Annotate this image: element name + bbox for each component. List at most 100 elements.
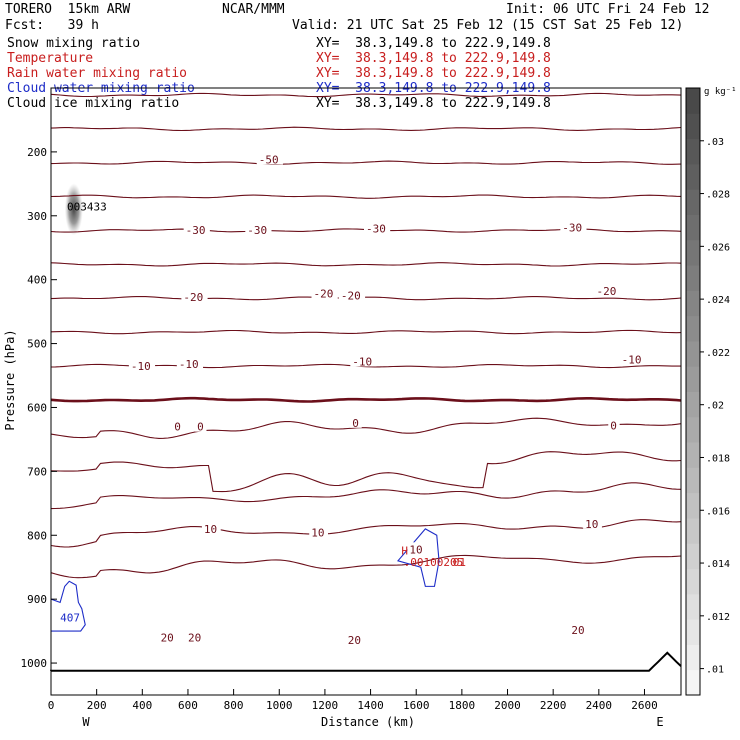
isotherm-label-bg [245,222,272,235]
isotherm-label-bg [181,289,208,302]
isotherm-label-10: -10 [179,358,199,371]
isotherm-label-bg [619,352,646,365]
isotherm-label-7: -20 [341,290,361,303]
y-axis-label: Pressure (hPa) [3,329,17,430]
x-tick-label-1800: 1800 [449,699,476,712]
isotherm-label-24: 20 [571,624,584,637]
colorbar-band [686,163,700,190]
east-label: E [656,715,663,729]
isotherm-label-bg [311,286,338,299]
isotherm-label-bg [195,419,207,432]
colorbar-band [686,239,700,266]
colorbar-tick-label: .012 [706,612,730,623]
colorbar-band [686,644,700,671]
colorbar-tick-label: .026 [706,242,730,253]
isotherm-label-19: 10 [409,543,422,556]
x-tick-label-200: 200 [87,699,107,712]
isotherm-label-bg [185,630,205,643]
isotherm-label-bg [364,221,391,234]
colorbar-band [686,593,700,620]
init-time: Init: 06 UTC Fri 24 Feb 12 [506,2,710,17]
isotherm-m5 [50,363,681,369]
y-tick-label-900: 900 [27,593,47,606]
y-tick-label-600: 600 [27,401,47,414]
isotherm-label-bg [560,220,587,233]
colorbar-band [686,543,700,570]
terrain-line [50,651,682,672]
field-xy-cloud-ice: XY= 38.3,149.8 to 222.9,149.8 [316,96,551,111]
isotherm-label-bg [201,521,221,534]
isotherm-label-5: -20 [183,291,203,304]
isotherm-label-bg [407,542,427,555]
colorbar-band [686,416,700,443]
colorbar-band [686,467,700,494]
isotherm-label-15: 0 [352,417,359,430]
isotherm-label-4: -30 [562,221,582,234]
isotherm-label-23: 20 [348,634,361,647]
isotherm-label-9: -10 [131,360,151,373]
isotherm-label-bg [350,415,362,428]
west-label: W [82,715,90,729]
colorbar-band [686,113,700,140]
isotherm-5 [50,417,682,439]
isotherm-label-bg [608,418,620,431]
isotherm-label-1: -30 [186,224,206,237]
field-name-cloud-water: Cloud water mixing ratio [7,81,195,96]
x-tick-label-0: 0 [48,699,55,712]
isotherm-label-bg [183,222,210,235]
colorbar-tick-label: .02 [706,401,724,412]
isotherm-label-16: 0 [610,419,617,432]
annotation-1: 407 [60,612,80,625]
y-tick-label-300: 300 [27,210,47,223]
valid-time: Valid: 21 UTC Sat 25 Feb 12 (15 CST Sat … [292,18,684,33]
isotherm-label-bg [350,354,377,367]
colorbar-tick-label: .014 [706,559,730,570]
colorbar-band [686,88,700,114]
isotherm-label-8: -20 [597,285,617,298]
colorbar-tick-label: .022 [706,348,730,359]
field-xy-rain: XY= 38.3,149.8 to 222.9,149.8 [316,66,551,81]
colorbar-band [686,315,700,342]
colorbar-frame [685,87,701,696]
isotherm-m45 [50,92,682,98]
colorbar-tick-label: .03 [706,137,724,148]
isotherm-label-14: 0 [197,421,204,434]
isotherm-label-13: 0 [174,421,181,434]
model-title: TORERO 15km ARW [5,2,131,17]
field-xy-temperature: XY= 38.3,149.8 to 222.9,149.8 [316,51,551,66]
colorbar-band [686,442,700,468]
y-tick-label-1000: 1000 [21,657,48,670]
colorbar-band [686,619,700,645]
colorbar-tick-label: .028 [706,190,730,201]
colorbar-band [686,492,700,519]
forecast-hour: Fcst: 39 h [5,18,99,33]
cloud-water-contour-central [396,528,440,587]
x-tick-label-2200: 2200 [540,699,567,712]
annotation-2: H [401,544,408,557]
x-tick-label-1400: 1400 [357,699,384,712]
field-name-cloud-ice: Cloud ice mixing ratio [7,96,180,111]
colorbar-band [686,214,700,241]
isotherm-label-bg [172,419,184,432]
cloud-water-contour-west [50,580,86,632]
y-tick-label-700: 700 [27,465,47,478]
colorbar-band [686,340,700,367]
colorbar-band [686,189,700,215]
x-tick-label-800: 800 [224,699,244,712]
isotherm-25 [50,554,682,579]
isotherm-label-bg [256,152,283,165]
isotherm-m20 [50,262,682,267]
isotherm-m35 [50,160,682,165]
plot-frame [50,87,682,696]
colorbar-band [686,517,700,544]
isotherm-label-bg [594,284,621,297]
colorbar-tick-label: .018 [706,453,730,464]
isotherm-label-21: 20 [161,631,174,644]
isotherm-m15 [50,296,682,301]
isotherm-m30 [50,194,682,199]
y-tick-label-400: 400 [27,274,47,287]
colorbar-band [686,391,700,418]
isotherm-0 [50,396,682,403]
annotation-4: 01 [453,556,466,569]
colorbar-band [686,290,700,317]
